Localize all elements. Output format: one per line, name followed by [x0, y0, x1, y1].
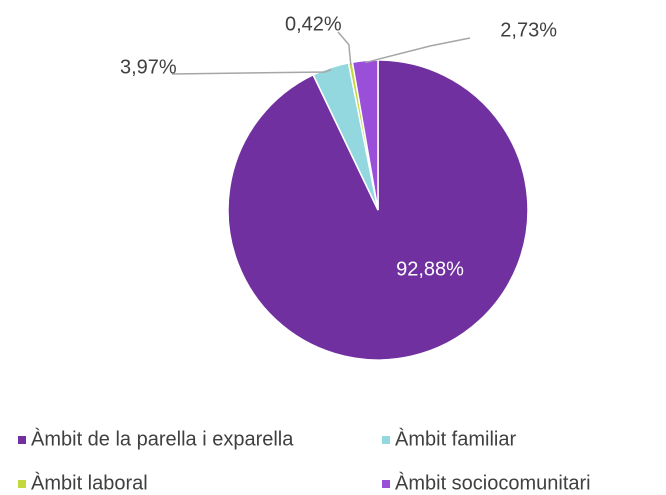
legend-label: Àmbit de la parella i exparella [31, 427, 294, 450]
data-label: 0,42% [285, 13, 342, 35]
legend-label: Àmbit laboral [31, 471, 148, 494]
leader-line [365, 37, 471, 64]
legend-marker [18, 436, 26, 444]
legend-label: Àmbit familiar [395, 427, 516, 450]
data-label: 2,73% [500, 19, 557, 41]
data-label: 92,88% [396, 258, 464, 280]
leader-line [337, 31, 352, 65]
leader-line [171, 68, 332, 75]
legend-marker [18, 480, 26, 488]
data-label: 3,97% [120, 56, 177, 78]
legend-marker [382, 436, 390, 444]
legend-label: Àmbit sociocomunitari [395, 471, 591, 494]
legend-marker [382, 480, 390, 488]
